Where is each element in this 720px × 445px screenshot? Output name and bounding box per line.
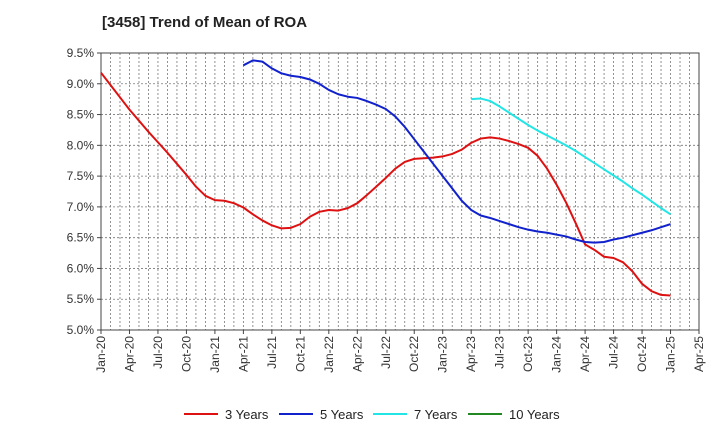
x-tick-label: Apr-24 — [578, 336, 592, 372]
x-tick-label: Jul-21 — [265, 336, 279, 369]
series-layer — [100, 59, 672, 297]
legend-label: 10 Years — [509, 407, 560, 422]
x-tick-label: Jan-25 — [664, 336, 678, 373]
x-tick-label: Oct-21 — [293, 336, 307, 372]
axes-layer: 5.0% 5.5% 6.0% 6.5% 7.0% 7.5% 8.0% 8.5% 9.0% 9.5%… — [67, 46, 706, 373]
x-tick-label: Apr-23 — [464, 336, 478, 372]
x-tick-label: Jul-22 — [379, 336, 393, 369]
y-tick-label: 5.0% — [67, 323, 95, 337]
series-line-7-years — [471, 97, 672, 216]
x-tick-label: Jul-24 — [607, 336, 621, 369]
x-tick-label: Jan-20 — [94, 336, 108, 373]
series-line-3-years — [100, 72, 671, 297]
x-tick-label: Jul-23 — [493, 336, 507, 369]
x-tick-label: Jan-22 — [322, 336, 336, 373]
y-tick-label: 6.0% — [67, 261, 95, 275]
x-tick-label: Apr-22 — [350, 336, 364, 372]
legend-layer: 3 Years 5 Years 7 Years 10 Years — [184, 407, 560, 422]
x-tick-label: Jul-20 — [151, 336, 165, 369]
y-tick-label: 9.0% — [67, 77, 95, 91]
x-tick-label: Oct-23 — [521, 336, 535, 372]
y-tick-label: 8.0% — [67, 138, 95, 152]
x-tick-label: Oct-22 — [407, 336, 421, 372]
y-tick-label: 6.5% — [67, 231, 95, 245]
plot-frame — [100, 52, 700, 331]
y-tick-label: 5.5% — [67, 292, 95, 306]
x-tick-label: Apr-25 — [692, 336, 706, 372]
x-tick-label: Oct-20 — [179, 336, 193, 372]
y-tick-label: 8.5% — [67, 108, 95, 122]
y-tick-label: 9.5% — [67, 46, 95, 60]
x-tick-label: Oct-24 — [635, 336, 649, 372]
x-tick-label: Jan-24 — [550, 336, 564, 373]
legend-label: 5 Years — [320, 407, 364, 422]
x-tick-label: Jan-21 — [208, 336, 222, 373]
x-tick-label: Apr-20 — [122, 336, 136, 372]
x-tick-label: Apr-21 — [236, 336, 250, 372]
y-tick-label: 7.0% — [67, 200, 95, 214]
legend-label: 3 Years — [225, 407, 269, 422]
grid-layer — [100, 52, 700, 331]
y-tick-label: 7.5% — [67, 169, 95, 183]
legend-label: 7 Years — [414, 407, 458, 422]
chart-title: [3458] Trend of Mean of ROA — [102, 14, 308, 31]
series-line-5-years — [242, 59, 671, 244]
x-tick-label: Jan-23 — [436, 336, 450, 373]
